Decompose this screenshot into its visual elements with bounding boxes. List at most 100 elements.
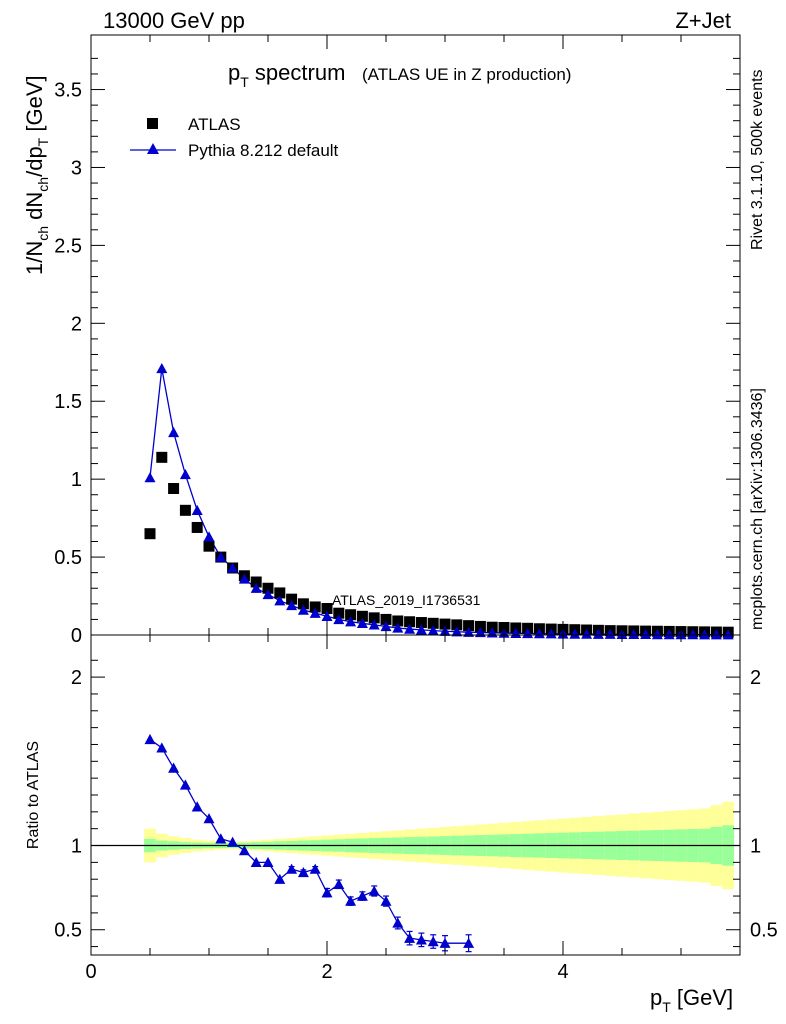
ratio-tick-label-right: 2 (750, 667, 761, 689)
atlas-data-point (203, 540, 215, 552)
pythia-data-point (451, 626, 463, 637)
atlas-data-point (156, 451, 168, 463)
pythia-data-point (215, 551, 227, 562)
pythia-data-point (262, 588, 274, 600)
ratio-tick-label-left: 1 (71, 836, 82, 858)
legend-atlas-marker (147, 118, 158, 129)
ratio-data-point (463, 937, 475, 948)
pythia-data-point (663, 629, 675, 640)
pythia-data-point (604, 628, 616, 639)
ratio-data-point (179, 779, 191, 790)
pythia-data-point (699, 629, 711, 640)
pythia-data-point (722, 629, 734, 640)
x-axis-label: pT [GeV] (650, 985, 733, 1015)
y-tick-label: 3 (71, 157, 82, 179)
chart-title: pT spectrum (228, 60, 345, 90)
y-axis-label: 1/Nch dNch/dpT [GeV] (22, 75, 51, 275)
atlas-data-point (380, 613, 392, 625)
ratio-y-axis-label: Ratio to ATLAS (25, 741, 42, 849)
pythia-data-point (533, 628, 545, 639)
ratio-data-point (262, 856, 274, 868)
pythia-data-point (238, 573, 250, 584)
ratio-tick-label-left: 0.5 (54, 920, 82, 942)
energy-label: 13000 GeV pp (103, 8, 245, 33)
pythia-data-point (356, 617, 368, 628)
ratio-data-point (274, 873, 286, 884)
analysis-id-label: ATLAS_2019_I1736531 (332, 592, 481, 608)
atlas-data-point (168, 483, 180, 495)
pythia-data-point (415, 624, 427, 635)
atlas-data-point (356, 610, 368, 622)
mcplots-label: mcplots.cern.ch [arXiv:1306.3436] (749, 388, 766, 630)
atlas-data-point (368, 612, 380, 624)
ratio-data-point (250, 856, 262, 868)
y-tick-label: 1.5 (54, 391, 82, 413)
atlas-data-point (404, 616, 416, 628)
legend-atlas-label: ATLAS (188, 115, 241, 134)
pythia-data-point (191, 504, 203, 515)
pythia-data-point (569, 628, 581, 639)
ratio-plot-marks (91, 733, 740, 953)
ratio-data-point (380, 895, 392, 906)
atlas-data-point (439, 618, 451, 630)
pythia-data-point (427, 625, 439, 636)
ratio-data-point (215, 833, 227, 844)
ratio-data-point (309, 863, 321, 874)
pythia-data-point (227, 562, 239, 573)
ratio-data-point (345, 895, 357, 906)
pythia-data-point (687, 629, 699, 640)
atlas-data-point (451, 619, 463, 631)
pythia-data-point (286, 599, 298, 611)
ratio-data-point (439, 937, 451, 948)
pythia-data-point (309, 607, 321, 618)
atlas-data-point (415, 617, 427, 629)
atlas-data-point (286, 593, 298, 605)
chart-subtitle: (ATLAS UE in Z production) (362, 65, 571, 84)
pythia-data-point (522, 627, 534, 639)
pythia-data-point (168, 426, 180, 438)
ratio-tick-label-right: 0.5 (750, 920, 778, 942)
atlas-data-point (297, 598, 309, 610)
pythia-data-point (392, 622, 404, 633)
y-tick-label: 3.5 (54, 80, 82, 102)
atlas-data-point (191, 521, 203, 533)
pythia-data-point (651, 629, 663, 640)
rivet-label: Rivet 3.1.10, 500k events (749, 69, 766, 250)
pythia-data-point (368, 619, 380, 630)
x-tick-label: 2 (321, 961, 332, 983)
pythia-data-point (380, 620, 392, 632)
ratio-data-point (404, 932, 416, 943)
pythia-data-point (545, 628, 557, 639)
x-tick-label: 0 (85, 961, 96, 983)
ratio-data-point (144, 733, 156, 745)
pythia-data-point (345, 616, 357, 627)
y-tick-label: 0.5 (54, 547, 82, 569)
pythia-data-point (581, 628, 593, 639)
pythia-data-point (404, 623, 416, 634)
atlas-data-point (463, 620, 475, 632)
atlas-data-point (345, 609, 357, 621)
pythia-data-point (321, 610, 333, 621)
pythia-data-point (463, 626, 475, 637)
ratio-data-point (297, 866, 309, 878)
ratio-data-point (227, 836, 239, 847)
ratio-data-point (191, 801, 203, 812)
ratio-data-point (321, 887, 333, 898)
atlas-data-point (486, 621, 498, 633)
x-tick-label: 4 (557, 961, 568, 983)
atlas-data-point (392, 615, 404, 627)
atlas-data-point (144, 528, 156, 540)
atlas-data-point (274, 587, 286, 599)
ratio-plot-frame (90, 634, 741, 956)
y-tick-label: 0 (71, 625, 82, 647)
ratio-data-point (427, 936, 439, 947)
pythia-data-point (203, 531, 215, 542)
atlas-data-point (250, 576, 262, 588)
ratio-data-point (356, 890, 368, 901)
y-tick-label: 2.5 (54, 235, 82, 257)
pythia-data-point (179, 468, 191, 480)
ratio-data-point (168, 762, 180, 773)
ratio-data-point (238, 845, 250, 856)
atlas-data-point (179, 504, 191, 516)
y-tick-label: 1 (71, 469, 82, 491)
